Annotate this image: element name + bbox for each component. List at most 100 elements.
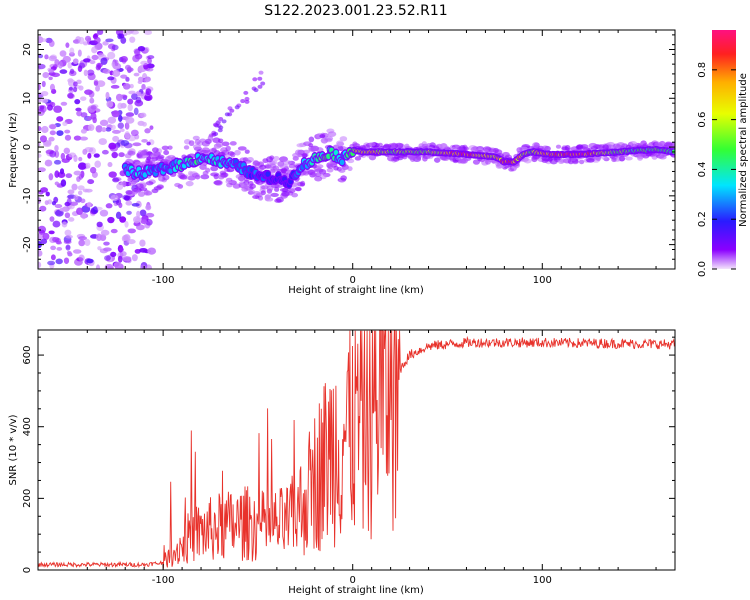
ridge-halo bbox=[296, 143, 304, 148]
noise-speckle bbox=[107, 76, 115, 81]
noise-speckle bbox=[134, 49, 141, 57]
noise-speckle bbox=[38, 54, 44, 59]
ridge-halo bbox=[326, 167, 334, 173]
noise-speckle bbox=[78, 236, 88, 241]
noise-speckle bbox=[126, 210, 132, 215]
colorbar-tick-label: 0.8 bbox=[697, 62, 708, 78]
noise-speckle bbox=[78, 254, 85, 262]
noise-speckle bbox=[82, 41, 89, 46]
spectrogram-xlabel: Height of straight line (km) bbox=[288, 285, 424, 296]
noise-speckle bbox=[73, 154, 78, 163]
noise-speckle bbox=[73, 81, 78, 87]
y-tick-label: 600 bbox=[22, 346, 33, 365]
noise-speckle bbox=[140, 219, 148, 225]
ridge-halo bbox=[260, 185, 269, 190]
noise-speckle bbox=[38, 63, 46, 70]
noise-speckle bbox=[48, 39, 55, 47]
ridge-halo bbox=[532, 142, 540, 148]
noise-speckle bbox=[48, 76, 53, 81]
ridge-halo bbox=[128, 182, 134, 187]
noise-speckle bbox=[73, 170, 82, 176]
noise-speckle bbox=[105, 203, 113, 209]
noise-speckle bbox=[146, 141, 151, 146]
noise-speckle bbox=[124, 131, 130, 139]
ridge-halo bbox=[274, 198, 282, 203]
noise-speckle bbox=[133, 72, 140, 77]
ridge-halo bbox=[354, 156, 362, 161]
y-tick-label: -20 bbox=[22, 236, 33, 252]
colorbar-gradient bbox=[712, 30, 736, 269]
ridge-halo bbox=[347, 158, 355, 164]
noise-speckle bbox=[137, 46, 146, 52]
noise-speckle bbox=[99, 234, 107, 242]
noise-speckle bbox=[38, 111, 45, 116]
ridge-halo bbox=[183, 145, 190, 150]
ridge-halo bbox=[394, 142, 404, 149]
noise-speckle bbox=[53, 159, 62, 165]
ridge-halo bbox=[324, 136, 334, 141]
snr-panel: -100 0 100 0 200 400 600 Height of straight li… bbox=[8, 329, 676, 596]
ridge-halo bbox=[470, 146, 479, 152]
noise-speckle bbox=[101, 149, 109, 155]
noise-speckle bbox=[69, 201, 79, 206]
noise-speckle bbox=[40, 238, 48, 245]
noise-speckle bbox=[90, 105, 97, 110]
noise-speckle bbox=[125, 112, 135, 117]
noise-speckle bbox=[48, 68, 55, 74]
noise-speckle bbox=[69, 68, 75, 74]
noise-speckle bbox=[91, 46, 98, 54]
noise-speckle bbox=[48, 55, 57, 62]
noise-speckle bbox=[56, 246, 63, 251]
noise-speckle bbox=[131, 93, 138, 101]
ridge-halo bbox=[266, 156, 274, 163]
noise-speckle bbox=[124, 221, 129, 228]
noise-speckle bbox=[50, 245, 57, 251]
x-tick-label: 100 bbox=[533, 275, 552, 286]
noise-speckle bbox=[53, 196, 59, 204]
noise-speckle bbox=[234, 105, 240, 110]
noise-speckle bbox=[95, 264, 101, 269]
noise-speckle bbox=[119, 128, 125, 132]
noise-speckle bbox=[132, 54, 140, 63]
ridge-halo bbox=[145, 181, 154, 186]
noise-speckle bbox=[107, 116, 117, 124]
colorbar-tick-label: 0.4 bbox=[697, 161, 708, 177]
noise-speckle bbox=[111, 110, 120, 118]
noise-speckle bbox=[134, 99, 144, 107]
noise-speckle bbox=[78, 156, 83, 162]
ridge-halo bbox=[257, 195, 264, 201]
noise-speckle bbox=[54, 170, 60, 178]
noise-speckle bbox=[54, 59, 60, 66]
noise-speckle bbox=[65, 173, 73, 179]
ridge-halo bbox=[340, 175, 347, 181]
noise-speckle bbox=[43, 142, 52, 148]
ridge-halo bbox=[152, 151, 161, 157]
noise-speckle bbox=[111, 129, 121, 134]
noise-speckle bbox=[122, 256, 132, 262]
noise-speckle bbox=[146, 63, 155, 69]
noise-speckle bbox=[252, 77, 258, 82]
colorbar: 0.0 0.2 0.4 0.6 0.8 Normalized spectral ampl… bbox=[697, 30, 749, 277]
noise-speckle bbox=[93, 32, 99, 38]
colorbar-axes: 0.0 0.2 0.4 0.6 0.8 bbox=[697, 62, 736, 277]
x-tick-label: -100 bbox=[152, 575, 175, 586]
ridge-halo bbox=[332, 144, 340, 149]
ridge-halo bbox=[191, 172, 200, 178]
noise-speckle bbox=[77, 162, 87, 170]
colorbar-tick-label: 0.6 bbox=[697, 112, 708, 128]
ridge-halo bbox=[433, 157, 441, 163]
snr-ylabel: SNR (10 * v/v) bbox=[8, 414, 19, 485]
noise-speckle bbox=[59, 50, 67, 57]
ridge-halo bbox=[167, 145, 173, 150]
ridge-halo bbox=[415, 155, 422, 160]
noise-speckle bbox=[61, 221, 68, 228]
noise-speckle bbox=[244, 96, 250, 101]
noise-speckle bbox=[140, 60, 149, 66]
ridge-halo bbox=[338, 168, 346, 173]
ridge-halo bbox=[586, 158, 595, 163]
noise-speckle bbox=[144, 128, 151, 134]
noise-speckle bbox=[127, 135, 136, 142]
noise-speckle bbox=[120, 36, 127, 44]
ridge-halo bbox=[156, 184, 164, 189]
noise-speckle bbox=[77, 185, 85, 191]
